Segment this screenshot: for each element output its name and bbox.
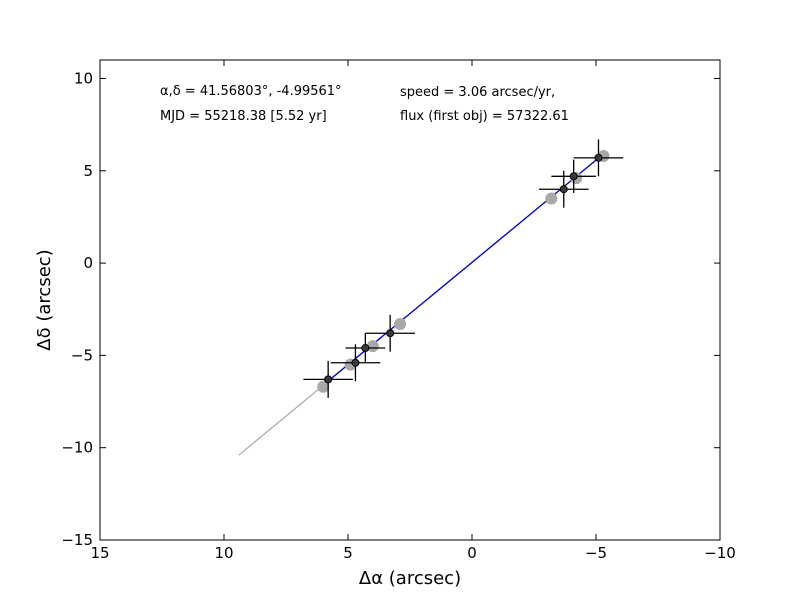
y-tick-label: −10	[61, 439, 93, 457]
predicted-point	[394, 318, 407, 330]
predicted-point	[317, 380, 330, 393]
annotation-speed: speed = 3.06 arcsec/yr,	[400, 85, 555, 100]
observed-point	[594, 153, 603, 162]
observed-point	[386, 329, 395, 338]
y-tick-label: 0	[83, 254, 93, 272]
y-tick-label: −5	[71, 346, 93, 364]
y-tick-label: 10	[74, 69, 93, 87]
x-tick-label: 15	[90, 544, 109, 562]
x-tick-label: 5	[343, 544, 353, 562]
y-tick-label: 5	[83, 162, 93, 180]
annotation-mjd: MJD = 55218.38 [5.52 yr]	[160, 109, 327, 124]
data-layer	[238, 139, 624, 456]
ticks-layer: 15 10 5 0 −5 −10 10 5 0 −5 −10 −15	[61, 60, 736, 562]
predicted-point	[366, 340, 379, 353]
x-tick-label: 10	[214, 544, 233, 562]
annotation-coordinates: α,δ = 41.56803°, -4.99561°	[160, 84, 342, 99]
observed-point	[559, 185, 568, 194]
observed-point	[324, 375, 333, 384]
observed-point	[569, 172, 578, 181]
predicted-point	[545, 192, 558, 205]
x-axis-label: Δα (arcsec)	[359, 568, 461, 589]
x-tick-label: −5	[585, 544, 607, 562]
annotation-flux: flux (first obj) = 57322.61	[400, 109, 569, 124]
y-tick-label: −15	[61, 531, 93, 549]
x-tick-label: −10	[704, 544, 736, 562]
plot-frame	[99, 59, 721, 541]
observed-point	[361, 344, 370, 352]
x-tick-label: 0	[467, 544, 477, 562]
y-axis-label: Δδ (arcsec)	[34, 249, 55, 350]
observed-point	[351, 358, 360, 367]
